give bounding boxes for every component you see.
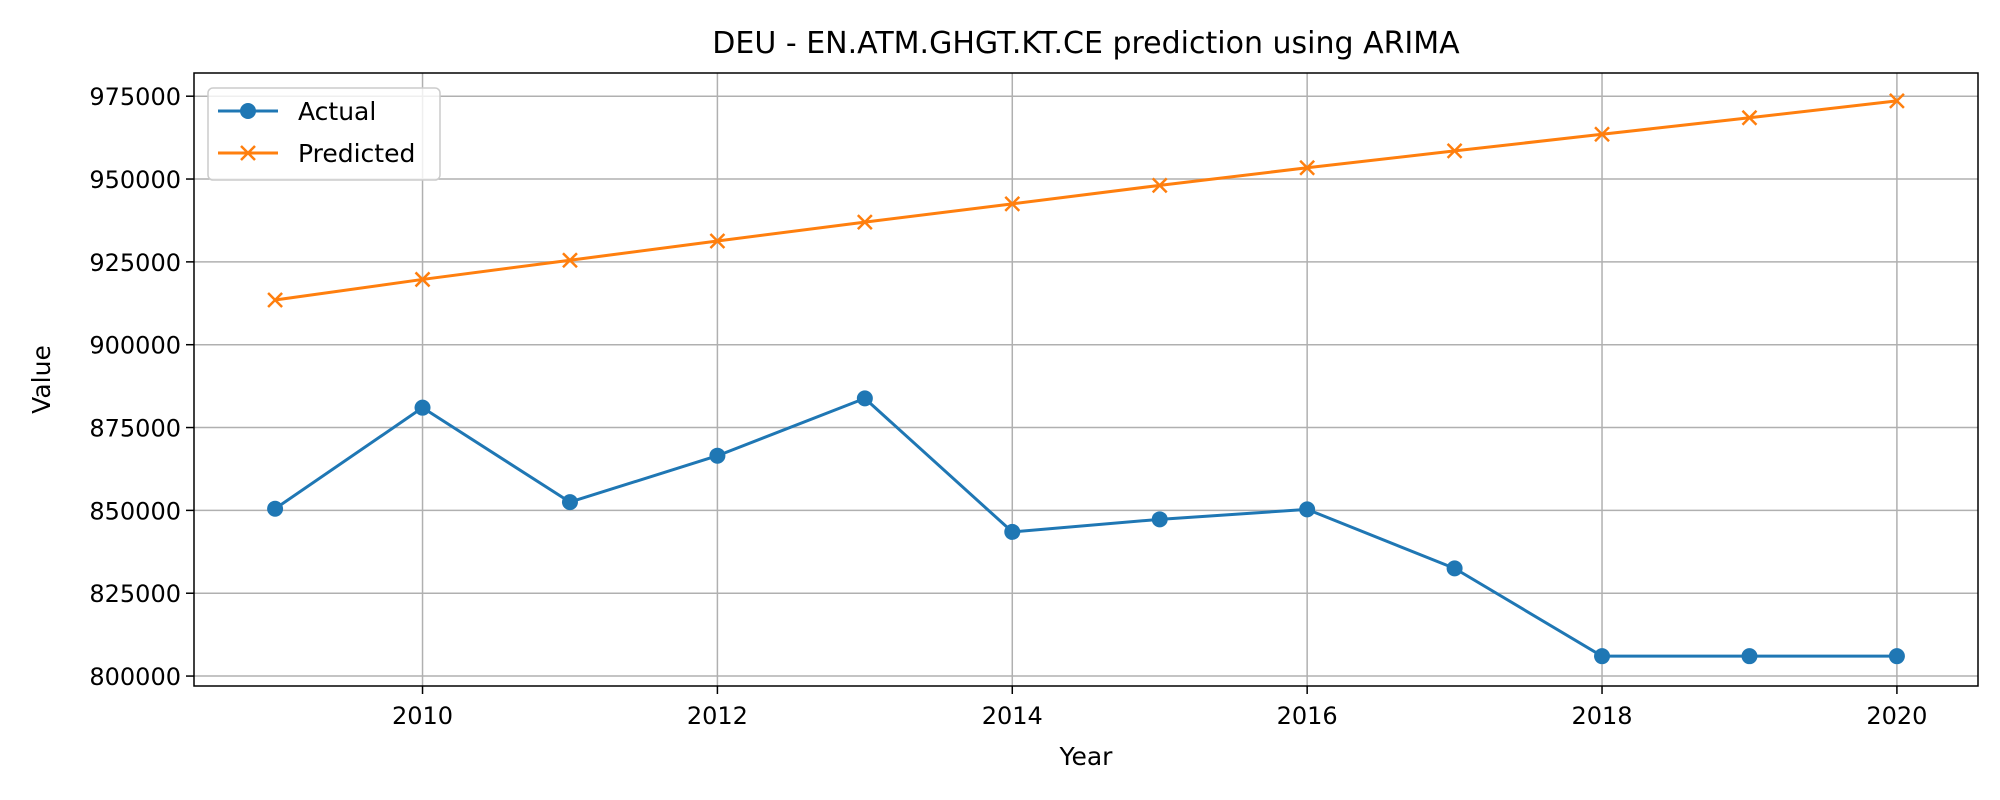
data-point-predicted bbox=[562, 252, 578, 269]
data-point-predicted bbox=[1741, 109, 1758, 126]
data-point-actual bbox=[561, 494, 578, 511]
y-tick-label: 825000 bbox=[89, 580, 181, 608]
data-point-actual bbox=[856, 390, 873, 407]
chart-title: DEU - EN.ATM.GHGT.KT.CE prediction using… bbox=[712, 26, 1460, 61]
data-point-actual bbox=[709, 447, 726, 464]
y-tick-label: 875000 bbox=[89, 415, 181, 443]
y-tick-label: 925000 bbox=[89, 249, 181, 277]
data-point-predicted bbox=[1446, 142, 1463, 159]
series-layer bbox=[267, 92, 1905, 665]
y-tick-label: 900000 bbox=[89, 332, 181, 360]
series-line-predicted bbox=[274, 99, 1898, 302]
x-tick-label: 2012 bbox=[687, 702, 748, 730]
x-tick-label: 2010 bbox=[392, 702, 453, 730]
plot-frame bbox=[193, 72, 1979, 687]
legend-marker-predicted bbox=[240, 145, 256, 161]
data-point-actual bbox=[1446, 560, 1463, 577]
grid bbox=[194, 73, 1978, 686]
ticks: 2010 2012 2014 2016 2018 2020 800000 825000 8500… bbox=[89, 83, 1927, 730]
y-tick-label: 800000 bbox=[89, 663, 181, 691]
data-point-actual bbox=[267, 500, 284, 517]
data-point-predicted bbox=[414, 271, 431, 288]
y-tick-label: 975000 bbox=[89, 83, 181, 111]
y-tick-label: 950000 bbox=[89, 166, 181, 194]
legend-label-actual: Actual bbox=[298, 97, 376, 126]
data-point-predicted bbox=[1889, 92, 1905, 109]
data-point-actual bbox=[1151, 511, 1168, 528]
y-tick-label: 850000 bbox=[89, 497, 181, 525]
data-point-predicted bbox=[856, 214, 873, 230]
x-tick-label: 2014 bbox=[982, 702, 1043, 730]
legend-label-predicted: Predicted bbox=[298, 139, 415, 168]
legend: Actual Predicted bbox=[207, 87, 441, 181]
data-point-predicted bbox=[267, 292, 283, 308]
data-point-predicted bbox=[709, 233, 726, 249]
data-point-actual bbox=[1299, 501, 1316, 518]
data-point-predicted bbox=[1299, 159, 1316, 176]
x-tick-label: 2016 bbox=[1277, 702, 1338, 730]
data-point-actual bbox=[414, 399, 431, 416]
data-point-actual bbox=[1888, 648, 1905, 665]
data-point-predicted bbox=[1004, 196, 1021, 212]
data-point-actual bbox=[1594, 648, 1611, 665]
data-point-actual bbox=[1004, 523, 1021, 540]
data-point-predicted bbox=[1151, 177, 1168, 194]
x-axis-label: Year bbox=[1059, 742, 1114, 771]
data-point-predicted bbox=[1594, 126, 1610, 143]
y-axis-label: Value bbox=[27, 345, 56, 414]
x-tick-label: 2018 bbox=[1571, 702, 1632, 730]
data-point-actual bbox=[1741, 648, 1758, 665]
x-tick-label: 2020 bbox=[1866, 702, 1927, 730]
legend-marker-actual bbox=[240, 103, 256, 119]
series-line-actual bbox=[274, 396, 1897, 658]
